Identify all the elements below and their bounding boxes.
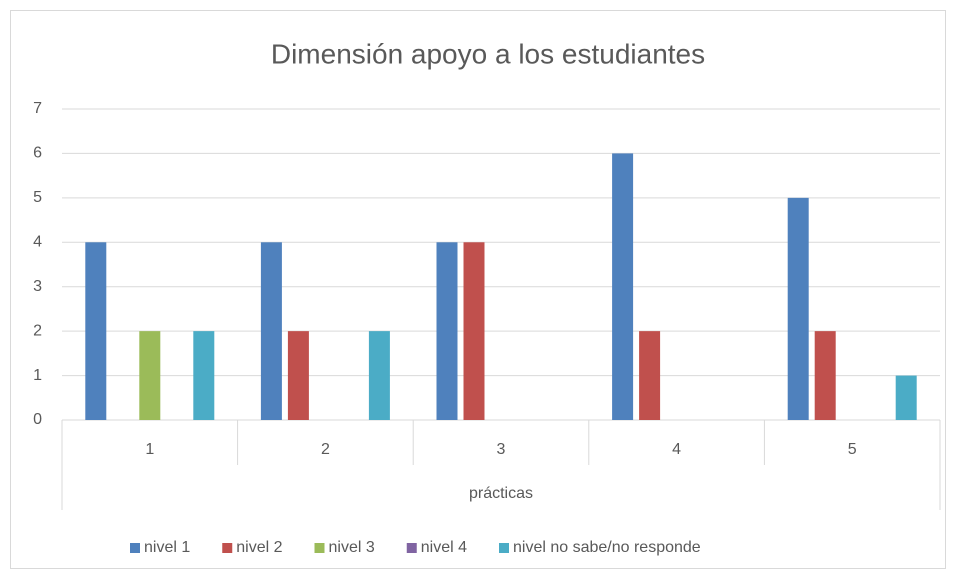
bar bbox=[612, 153, 634, 420]
legend-label: nivel no sabe/no responde bbox=[513, 539, 701, 556]
bar bbox=[368, 331, 390, 420]
chart-title: Dimensión apoyo a los estudiantes bbox=[271, 38, 705, 69]
y-tick-label: 2 bbox=[33, 322, 42, 339]
legend-swatch bbox=[222, 543, 233, 553]
bar bbox=[814, 331, 836, 420]
x-tick-label: 2 bbox=[321, 441, 330, 458]
legend-label: nivel 2 bbox=[236, 539, 282, 556]
bar bbox=[895, 375, 917, 420]
legend-swatch bbox=[499, 543, 509, 553]
bar bbox=[260, 242, 282, 420]
x-tick-label: 5 bbox=[848, 441, 857, 458]
x-axis-label: prácticas bbox=[469, 485, 533, 502]
bar bbox=[639, 331, 661, 420]
y-tick-label: 6 bbox=[33, 145, 42, 162]
x-tick-label: 3 bbox=[497, 441, 506, 458]
bar bbox=[787, 197, 809, 420]
bar bbox=[463, 242, 485, 420]
bar bbox=[85, 242, 107, 420]
y-tick-label: 4 bbox=[33, 234, 42, 251]
x-tick-label: 4 bbox=[672, 441, 681, 458]
bar bbox=[139, 331, 161, 420]
y-tick-label: 3 bbox=[33, 278, 42, 295]
legend-swatch bbox=[314, 543, 325, 553]
bar bbox=[193, 331, 215, 420]
y-tick-label: 7 bbox=[33, 100, 42, 117]
legend-swatch bbox=[130, 543, 140, 553]
y-tick-label: 1 bbox=[33, 367, 42, 384]
legend-swatch bbox=[406, 543, 417, 553]
legend-label: nivel 3 bbox=[329, 539, 375, 556]
y-tick-label: 5 bbox=[33, 189, 42, 206]
bar bbox=[287, 331, 309, 420]
legend-label: nivel 1 bbox=[144, 539, 190, 556]
y-tick-label: 0 bbox=[33, 411, 42, 428]
bar bbox=[436, 242, 458, 420]
x-tick-label: 1 bbox=[145, 441, 154, 458]
legend-label: nivel 4 bbox=[421, 539, 467, 556]
